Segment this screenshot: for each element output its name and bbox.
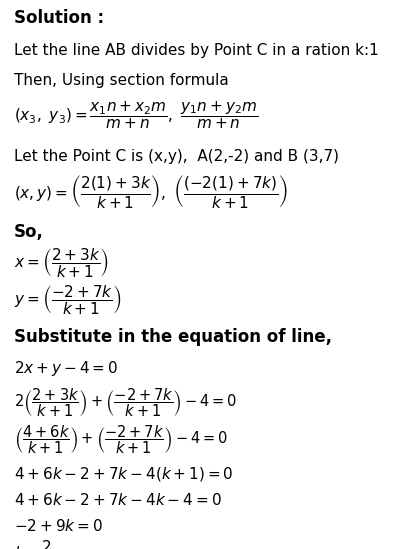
Text: $4 + 6k - 2 + 7k - 4k - 4 = 0$: $4 + 6k - 2 + 7k - 4k - 4 = 0$ xyxy=(14,492,222,508)
Text: Then, Using section formula: Then, Using section formula xyxy=(14,72,229,87)
Text: Substitute in the equation of line,: Substitute in the equation of line, xyxy=(14,328,332,346)
Text: $2x + y - 4 = 0$: $2x + y - 4 = 0$ xyxy=(14,358,118,378)
Text: $2\left(\dfrac{2+3k}{k+1}\right) + \left(\dfrac{-2+7k}{k+1}\right) - 4 = 0$: $2\left(\dfrac{2+3k}{k+1}\right) + \left… xyxy=(14,386,237,419)
Text: $k = \dfrac{2}{9}$: $k = \dfrac{2}{9}$ xyxy=(14,539,53,549)
Text: $(x, y) = \left(\dfrac{2(1)+3k}{k+1}\right),\ \left(\dfrac{(-2(1)+7k)}{k+1}\righ: $(x, y) = \left(\dfrac{2(1)+3k}{k+1}\rig… xyxy=(14,173,288,210)
Text: So,: So, xyxy=(14,223,44,241)
Text: $x = \left(\dfrac{2+3k}{k+1}\right)$: $x = \left(\dfrac{2+3k}{k+1}\right)$ xyxy=(14,247,109,279)
Text: $4 + 6k - 2 + 7k - 4(k+1) = 0$: $4 + 6k - 2 + 7k - 4(k+1) = 0$ xyxy=(14,465,234,483)
Text: $(x_3,\ y_3) = \dfrac{x_1 n+x_2 m}{m+n},\ \dfrac{y_1 n+y_2 m}{m+n}$: $(x_3,\ y_3) = \dfrac{x_1 n+x_2 m}{m+n},… xyxy=(14,99,258,131)
Text: $\left(\dfrac{4+6k}{k+1}\right) + \left(\dfrac{-2+7k}{k+1}\right) - 4 = 0$: $\left(\dfrac{4+6k}{k+1}\right) + \left(… xyxy=(14,424,228,456)
Text: Solution :: Solution : xyxy=(14,9,104,27)
Text: Let the Point C is (x,y),  A(2,-2) and B (3,7): Let the Point C is (x,y), A(2,-2) and B … xyxy=(14,149,339,165)
Text: $y = \left(\dfrac{-2+7k}{k+1}\right)$: $y = \left(\dfrac{-2+7k}{k+1}\right)$ xyxy=(14,283,122,317)
Text: $-2 + 9k = 0$: $-2 + 9k = 0$ xyxy=(14,518,103,534)
Text: Let the line AB divides by Point C in a ration k:1: Let the line AB divides by Point C in a … xyxy=(14,42,379,58)
